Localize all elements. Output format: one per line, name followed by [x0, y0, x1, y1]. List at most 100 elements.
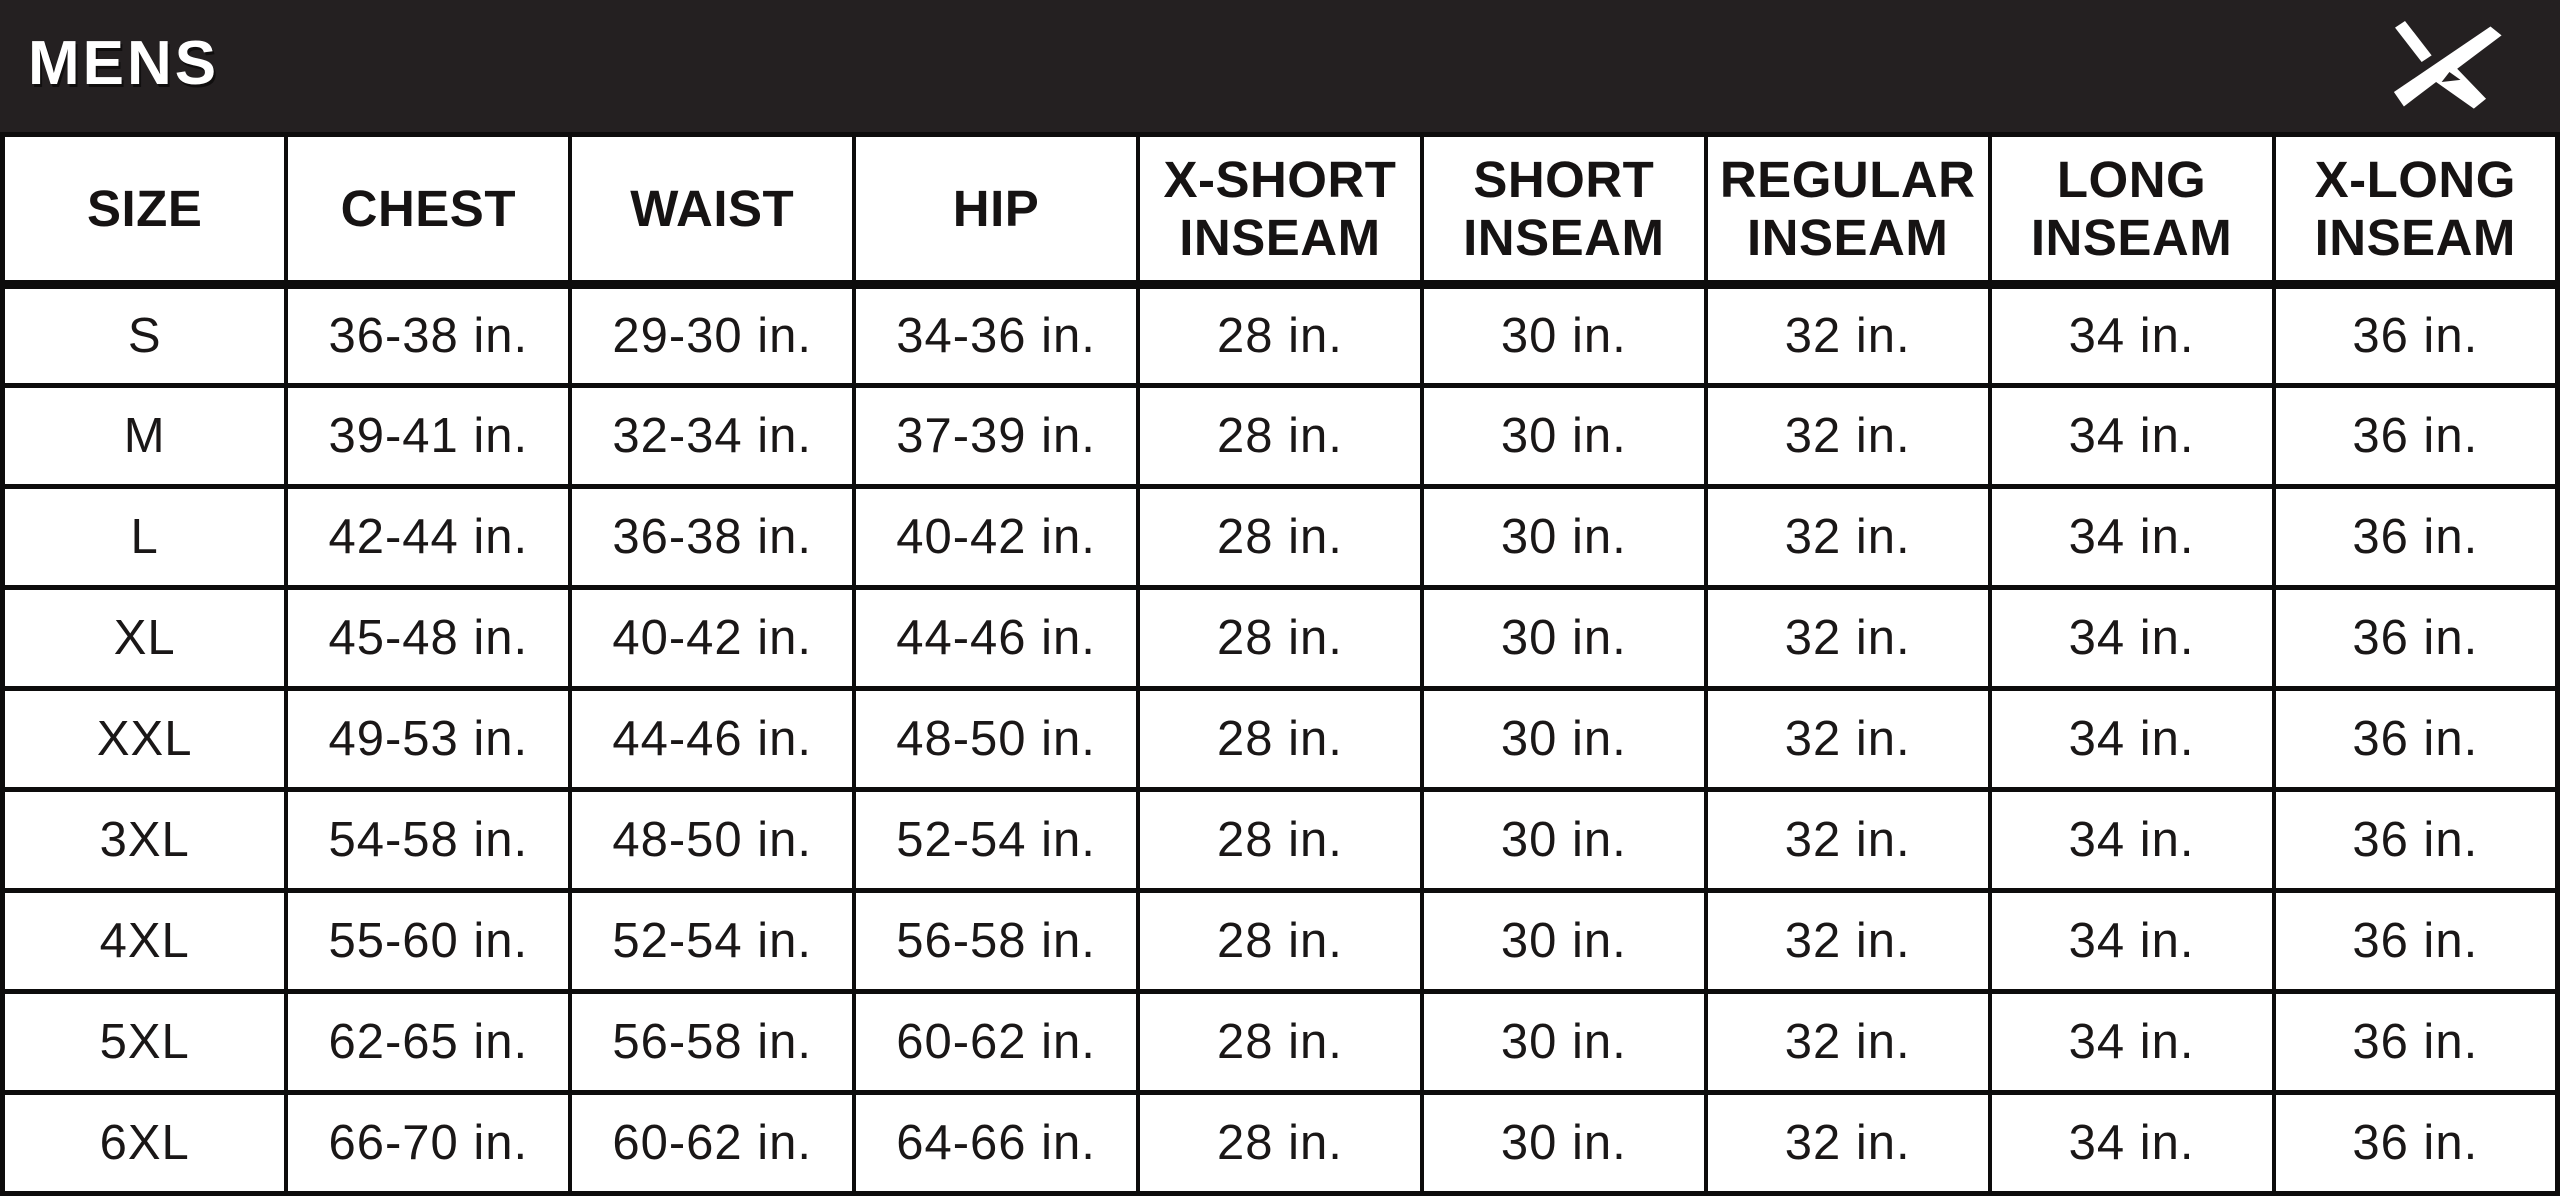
measurement-cell: 36-38 in. — [568, 484, 857, 590]
measurement-cell: 56-58 in. — [568, 989, 857, 1095]
measurement-cell: 32 in. — [1703, 282, 1992, 388]
measurement-cell: 56-58 in. — [852, 888, 1140, 994]
measurement-cell: 40-42 in. — [852, 484, 1140, 590]
measurement-cell: 32 in. — [1703, 383, 1992, 489]
measurement-cell: 36 in. — [2271, 1090, 2560, 1196]
measurement-cell: 30 in. — [1419, 686, 1708, 792]
measurement-cell: 48-50 in. — [852, 686, 1140, 792]
measurement-cell: 48-50 in. — [568, 787, 857, 893]
measurement-cell: 28 in. — [1136, 787, 1424, 893]
measurement-cell: 64-66 in. — [852, 1090, 1140, 1196]
measurement-cell: 34 in. — [1987, 989, 2276, 1095]
measurement-cell: 28 in. — [1136, 383, 1424, 489]
measurement-cell: 29-30 in. — [568, 282, 857, 388]
measurement-cell: 32 in. — [1703, 888, 1992, 994]
table-row: 6XL 66-70 in. 60-62 in. 64-66 in. 28 in. 30 i… — [0, 1090, 2560, 1196]
column-header-long-inseam: LONG INSEAM — [1987, 132, 2276, 289]
column-header-regular-inseam: REGULAR INSEAM — [1703, 132, 1992, 289]
measurement-cell: 66-70 in. — [284, 1090, 573, 1196]
table-row: XXL 49-53 in. 44-46 in. 48-50 in. 28 in. 30 i… — [0, 686, 2560, 792]
measurement-cell: 52-54 in. — [852, 787, 1140, 893]
measurement-cell: 52-54 in. — [568, 888, 857, 994]
measurement-cell: 30 in. — [1419, 989, 1708, 1095]
measurement-cell: 34 in. — [1987, 484, 2276, 590]
measurement-cell: 30 in. — [1419, 383, 1708, 489]
measurement-cell: 60-62 in. — [568, 1090, 857, 1196]
measurement-cell: 30 in. — [1419, 888, 1708, 994]
banner: MENS — [0, 0, 2560, 132]
measurement-cell: 49-53 in. — [284, 686, 573, 792]
size-cell: 3XL — [0, 787, 289, 893]
measurement-cell: 34 in. — [1987, 1090, 2276, 1196]
table-row: 4XL 55-60 in. 52-54 in. 56-58 in. 28 in. 30 i… — [0, 888, 2560, 994]
header-row: SIZE CHEST WAIST HIP X-SHORT INSEAM SHORT INSEA… — [0, 132, 2560, 289]
measurement-cell: 30 in. — [1419, 585, 1708, 691]
measurement-cell: 32 in. — [1703, 585, 1992, 691]
measurement-cell: 30 in. — [1419, 1090, 1708, 1196]
measurement-cell: 36 in. — [2271, 686, 2560, 792]
table-row: M 39-41 in. 32-34 in. 37-39 in. 28 in. 30 in.… — [0, 383, 2560, 489]
column-header-x-long-inseam: X-LONG INSEAM — [2271, 132, 2560, 289]
measurement-cell: 34 in. — [1987, 383, 2276, 489]
measurement-cell: 32 in. — [1703, 787, 1992, 893]
measurement-cell: 34 in. — [1987, 585, 2276, 691]
measurement-cell: 36 in. — [2271, 383, 2560, 489]
measurement-cell: 30 in. — [1419, 787, 1708, 893]
table-row: 3XL 54-58 in. 48-50 in. 52-54 in. 28 in. 30 i… — [0, 787, 2560, 893]
measurement-cell: 36 in. — [2271, 888, 2560, 994]
table-row: S 36-38 in. 29-30 in. 34-36 in. 28 in. 30 in.… — [0, 282, 2560, 388]
measurement-cell: 28 in. — [1136, 989, 1424, 1095]
measurement-cell: 28 in. — [1136, 282, 1424, 388]
measurement-cell: 54-58 in. — [284, 787, 573, 893]
measurement-cell: 32 in. — [1703, 1090, 1992, 1196]
measurement-cell: 62-65 in. — [284, 989, 573, 1095]
column-header-short-inseam: SHORT INSEAM — [1419, 132, 1708, 289]
measurement-cell: 32-34 in. — [568, 383, 857, 489]
measurement-cell: 28 in. — [1136, 686, 1424, 792]
column-header-hip: HIP — [852, 132, 1140, 289]
size-cell: 6XL — [0, 1090, 289, 1196]
measurement-cell: 42-44 in. — [284, 484, 573, 590]
measurement-cell: 34-36 in. — [852, 282, 1140, 388]
table-row: 5XL 62-65 in. 56-58 in. 60-62 in. 28 in. 30 i… — [0, 989, 2560, 1095]
size-cell: S — [0, 282, 289, 388]
column-header-chest: CHEST — [284, 132, 573, 289]
measurement-cell: 28 in. — [1136, 484, 1424, 590]
column-header-size: SIZE — [0, 132, 289, 289]
measurement-cell: 39-41 in. — [284, 383, 573, 489]
brand-angled-a-logo-icon — [2304, 11, 2526, 122]
measurement-cell: 32 in. — [1703, 989, 1992, 1095]
measurement-cell: 37-39 in. — [852, 383, 1140, 489]
page-title: MENS — [28, 28, 220, 98]
size-cell: M — [0, 383, 289, 489]
size-chart-table: SIZE CHEST WAIST HIP X-SHORT INSEAM SHORT INSEA… — [0, 132, 2560, 1196]
size-cell: XXL — [0, 686, 289, 792]
table-row: L 42-44 in. 36-38 in. 40-42 in. 28 in. 30 in.… — [0, 484, 2560, 590]
measurement-cell: 60-62 in. — [852, 989, 1140, 1095]
measurement-cell: 45-48 in. — [284, 585, 573, 691]
measurement-cell: 36 in. — [2271, 787, 2560, 893]
measurement-cell: 36 in. — [2271, 484, 2560, 590]
measurement-cell: 30 in. — [1419, 282, 1708, 388]
measurement-cell: 44-46 in. — [568, 686, 857, 792]
measurement-cell: 32 in. — [1703, 484, 1992, 590]
measurement-cell: 36 in. — [2271, 989, 2560, 1095]
measurement-cell: 36 in. — [2271, 585, 2560, 691]
measurement-cell: 55-60 in. — [284, 888, 573, 994]
measurement-cell: 36-38 in. — [284, 282, 573, 388]
column-header-x-short-inseam: X-SHORT INSEAM — [1136, 132, 1424, 289]
column-header-waist: WAIST — [568, 132, 857, 289]
table-body: S 36-38 in. 29-30 in. 34-36 in. 28 in. 30 in.… — [0, 282, 2560, 1196]
measurement-cell: 32 in. — [1703, 686, 1992, 792]
measurement-cell: 40-42 in. — [568, 585, 857, 691]
size-cell: XL — [0, 585, 289, 691]
measurement-cell: 44-46 in. — [852, 585, 1140, 691]
measurement-cell: 28 in. — [1136, 585, 1424, 691]
measurement-cell: 34 in. — [1987, 787, 2276, 893]
size-cell: 5XL — [0, 989, 289, 1095]
table-row: XL 45-48 in. 40-42 in. 44-46 in. 28 in. 30 in… — [0, 585, 2560, 691]
measurement-cell: 34 in. — [1987, 888, 2276, 994]
size-cell: 4XL — [0, 888, 289, 994]
measurement-cell: 28 in. — [1136, 888, 1424, 994]
measurement-cell: 28 in. — [1136, 1090, 1424, 1196]
